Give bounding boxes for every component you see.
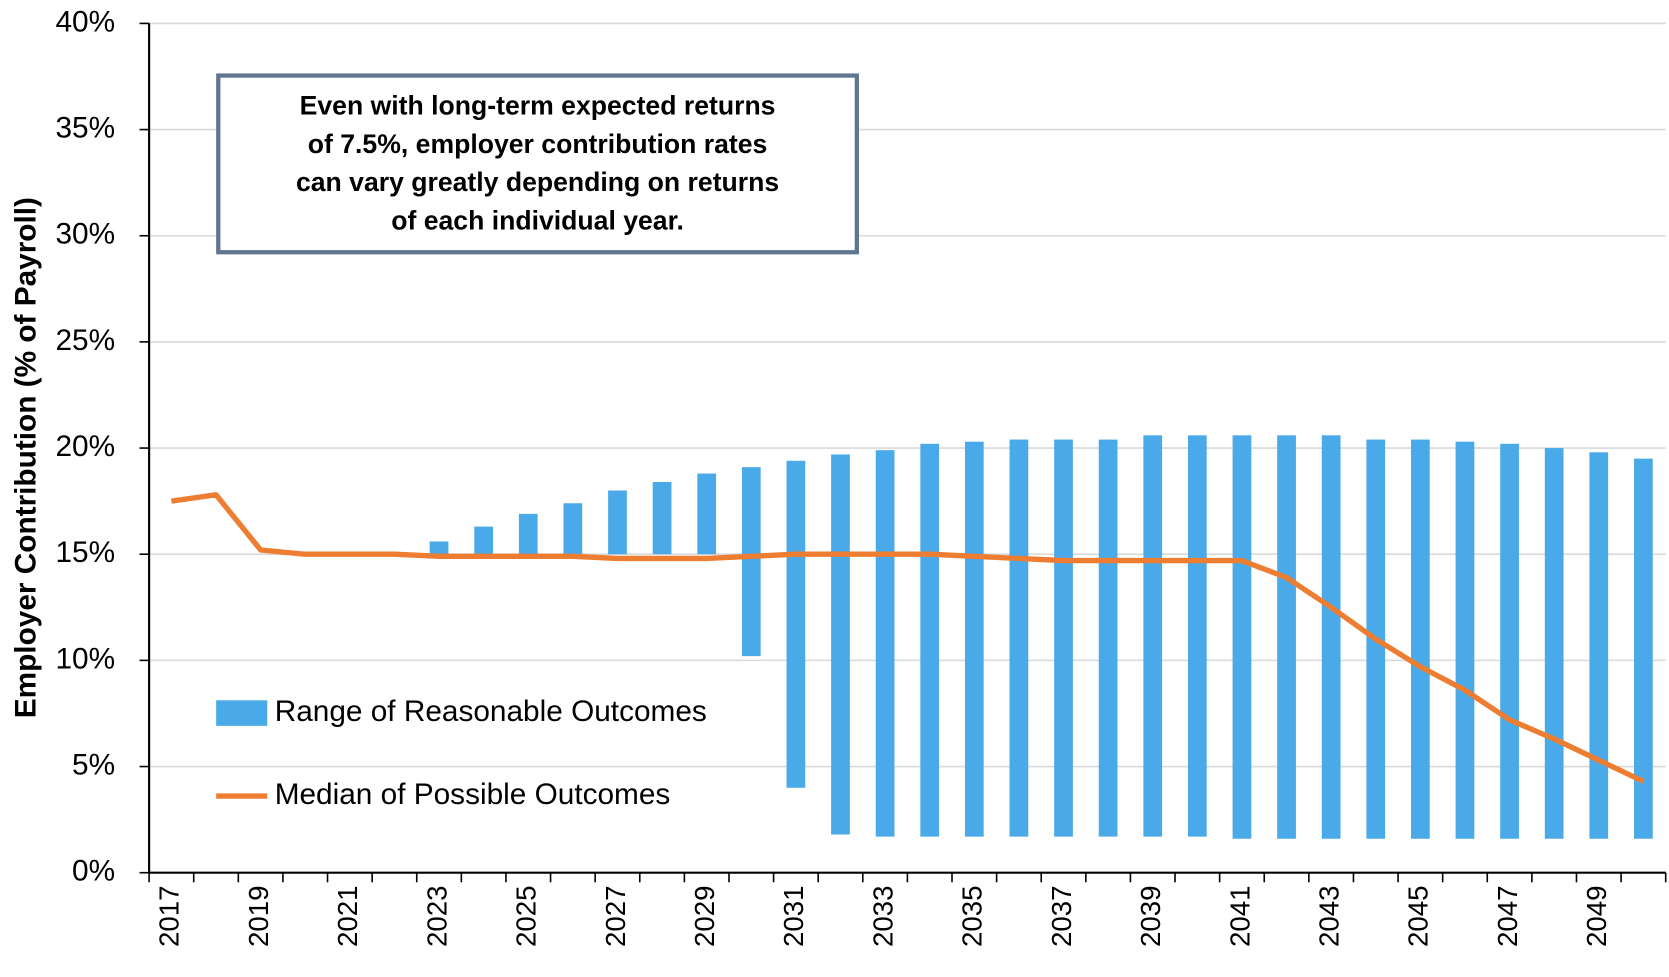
- x-tick-label: 2019: [243, 885, 274, 947]
- y-tick-label: 20%: [55, 430, 115, 463]
- bar: [1054, 439, 1073, 837]
- legend-label: Median of Possible Outcomes: [275, 778, 671, 811]
- x-tick-label: 2025: [511, 885, 542, 947]
- bar: [608, 490, 627, 555]
- bar: [831, 454, 850, 835]
- legend-label: Range of Reasonable Outcomes: [275, 695, 707, 728]
- x-tick-label: 2047: [1492, 885, 1523, 947]
- y-tick-label: 35%: [55, 111, 115, 144]
- bar: [1410, 439, 1430, 839]
- bar: [1589, 452, 1609, 839]
- x-tick-label: 2045: [1403, 885, 1434, 947]
- x-tick-label: 2037: [1046, 885, 1077, 947]
- annotation-line: can vary greatly depending on returns: [296, 167, 779, 197]
- x-tick-label: 2023: [421, 885, 452, 947]
- bar: [1232, 435, 1252, 839]
- x-tick-label: 2029: [689, 885, 720, 947]
- legend-swatch: [216, 700, 268, 726]
- y-tick-label: 30%: [55, 218, 115, 251]
- bar: [652, 482, 672, 555]
- y-axis-title: Employer Contribution (% of Payroll): [10, 197, 43, 718]
- x-tick-label: 2035: [957, 885, 988, 947]
- x-tick-label: 2017: [154, 885, 185, 947]
- bar: [1143, 435, 1163, 837]
- bar: [920, 443, 940, 837]
- bar: [875, 450, 895, 837]
- bar: [1009, 439, 1029, 837]
- bar: [429, 541, 449, 555]
- bar: [786, 460, 806, 788]
- legend: Range of Reasonable Outcomes Median of Po…: [216, 695, 707, 811]
- bar: [1500, 443, 1519, 839]
- annotation-box: [216, 73, 859, 255]
- plot: [171, 435, 1653, 839]
- y-tick-label: 5%: [72, 748, 115, 781]
- bar: [1321, 435, 1341, 839]
- bar: [474, 526, 494, 555]
- x-tick-label: 2021: [332, 885, 363, 947]
- grid: 0% 5% 10% 15% 20% 25% 30% 35% 40% 2017 2019 2021 202…: [55, 5, 1667, 947]
- bar: [1098, 439, 1118, 837]
- y-tick-label: 15%: [55, 536, 115, 569]
- bar: [964, 441, 984, 837]
- x-tick-label: 2031: [778, 885, 809, 947]
- x-tick-label: 2043: [1313, 885, 1344, 947]
- y-tick-label: 25%: [55, 324, 115, 357]
- y-tick-label: 10%: [55, 642, 115, 675]
- annotation-line: Even with long-term expected returns: [300, 91, 776, 121]
- y-tick-label: 40%: [55, 5, 115, 38]
- annotation-line: of 7.5%, employer contribution rates: [308, 129, 768, 159]
- bar: [563, 503, 583, 555]
- x-tick-label: 2049: [1581, 885, 1612, 947]
- x-tick-label: 2039: [1135, 885, 1166, 947]
- annotation-line: of each individual year.: [391, 205, 684, 235]
- bar: [1455, 441, 1475, 839]
- x-tick-label: 2041: [1224, 885, 1255, 947]
- line: [171, 492, 1645, 784]
- bar: [518, 513, 538, 555]
- bar: [1634, 458, 1653, 839]
- bar: [1544, 448, 1564, 839]
- x-tick-label: 2033: [867, 885, 898, 947]
- bar: [1187, 435, 1207, 837]
- x-tick-label: 2027: [600, 885, 631, 947]
- bar: [697, 473, 717, 555]
- bar: [741, 467, 761, 657]
- y-tick-label: 0%: [72, 855, 115, 888]
- bar: [1277, 435, 1296, 839]
